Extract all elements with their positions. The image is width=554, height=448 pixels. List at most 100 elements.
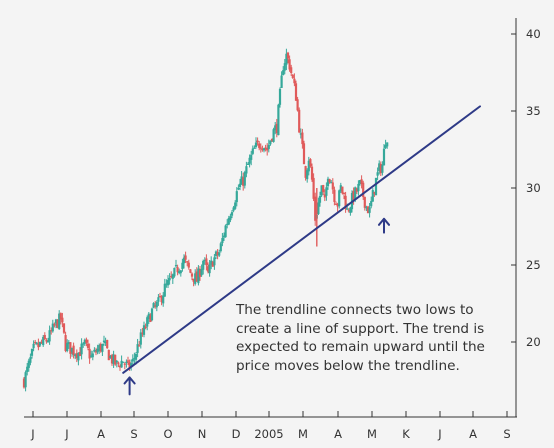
candle-down xyxy=(344,195,347,210)
candle-down xyxy=(205,258,208,266)
candle-up xyxy=(318,195,322,203)
x-tick-label: M xyxy=(367,427,377,441)
candle-up xyxy=(82,343,85,345)
candle-up xyxy=(142,325,146,335)
candle-down xyxy=(304,166,307,178)
candle-down xyxy=(294,83,298,101)
candle-up xyxy=(112,354,115,364)
candle-down xyxy=(216,251,219,256)
candle-up xyxy=(122,361,125,363)
x-tick-label: K xyxy=(402,427,410,441)
candle-down xyxy=(366,206,370,214)
candle-up xyxy=(171,274,174,279)
candle-up xyxy=(150,308,154,321)
candle-up xyxy=(326,178,330,187)
candle-down xyxy=(328,179,331,183)
x-axis: J J A S O N D 2005 M A M K J A S xyxy=(24,411,517,441)
candle-down xyxy=(347,210,350,212)
candle-down xyxy=(128,362,131,369)
x-tick-label: O xyxy=(163,427,172,441)
candle-up xyxy=(282,70,285,76)
candle-up xyxy=(237,188,240,190)
candle-up xyxy=(93,349,96,352)
candle-down xyxy=(309,159,312,167)
candle-up xyxy=(136,344,139,353)
candle-down xyxy=(170,275,173,278)
candle-down xyxy=(45,340,48,342)
y-tick-label: 30 xyxy=(526,181,541,195)
candle-up xyxy=(338,190,341,207)
candle-up xyxy=(104,341,107,343)
y-tick-label: 20 xyxy=(526,335,541,349)
candle-down xyxy=(56,319,59,328)
candle-down xyxy=(186,261,189,263)
candle-down xyxy=(94,351,98,353)
candle-down xyxy=(110,355,114,364)
candle-up xyxy=(210,260,213,265)
candle-up xyxy=(306,170,309,180)
candle-up xyxy=(240,176,243,185)
candle-up xyxy=(101,344,104,352)
y-axis: 20 25 30 35 40 xyxy=(511,18,541,417)
candle-up xyxy=(174,265,178,267)
candle-down xyxy=(141,332,144,334)
candle-up xyxy=(229,216,232,221)
candle-up xyxy=(35,342,38,344)
candle-up xyxy=(29,357,32,363)
candle-down xyxy=(270,138,274,141)
candle-down xyxy=(261,148,264,151)
candle-up xyxy=(139,332,142,345)
candle-down xyxy=(61,317,64,323)
candle-up xyxy=(317,202,320,215)
y-tick-label: 25 xyxy=(526,258,541,272)
candle-up xyxy=(226,223,229,226)
candle-up xyxy=(27,360,30,368)
support-arrow xyxy=(378,217,390,234)
x-tick-label: A xyxy=(334,427,342,441)
candle-up xyxy=(200,268,203,276)
candle-down xyxy=(322,185,325,193)
candle-down xyxy=(336,203,339,207)
candle-down xyxy=(211,261,214,267)
candle-up xyxy=(102,340,106,343)
candle-down xyxy=(22,378,26,388)
candle-up xyxy=(51,323,54,332)
candle-up xyxy=(48,330,51,342)
candle-down xyxy=(160,296,163,303)
candle-down xyxy=(314,196,317,221)
candle-up xyxy=(376,172,379,176)
candle-down xyxy=(301,132,304,145)
candle-up xyxy=(285,53,288,65)
candle-up xyxy=(146,317,149,327)
annotation-line: create a line of support. The trend is xyxy=(236,320,485,337)
candle-up xyxy=(58,313,61,330)
candle-up xyxy=(358,180,362,184)
candle-down xyxy=(118,365,122,368)
candle-up xyxy=(83,339,86,344)
candle-up xyxy=(130,363,133,368)
candle-up xyxy=(368,207,371,213)
candle-down xyxy=(187,262,190,268)
candle-up xyxy=(182,257,186,264)
x-tick-label: D xyxy=(232,427,241,441)
candle-up xyxy=(221,238,224,244)
candle-up xyxy=(274,125,277,131)
candle-up xyxy=(384,145,387,148)
candle-up xyxy=(378,163,381,172)
candle-down xyxy=(288,59,291,70)
candle-down xyxy=(126,360,130,362)
candle-up xyxy=(307,160,310,172)
candle-up xyxy=(157,297,160,302)
candle-up xyxy=(339,185,342,192)
candle-up xyxy=(357,183,360,192)
candle-down xyxy=(99,344,102,352)
candle-up xyxy=(262,148,266,151)
candle-down xyxy=(296,99,299,111)
candle-up xyxy=(213,257,216,266)
candle-down xyxy=(158,296,162,298)
candle-up xyxy=(371,190,374,202)
candle-up xyxy=(381,164,384,173)
candle-down xyxy=(75,353,78,359)
candle-down xyxy=(149,315,152,322)
candle-up xyxy=(325,187,328,196)
